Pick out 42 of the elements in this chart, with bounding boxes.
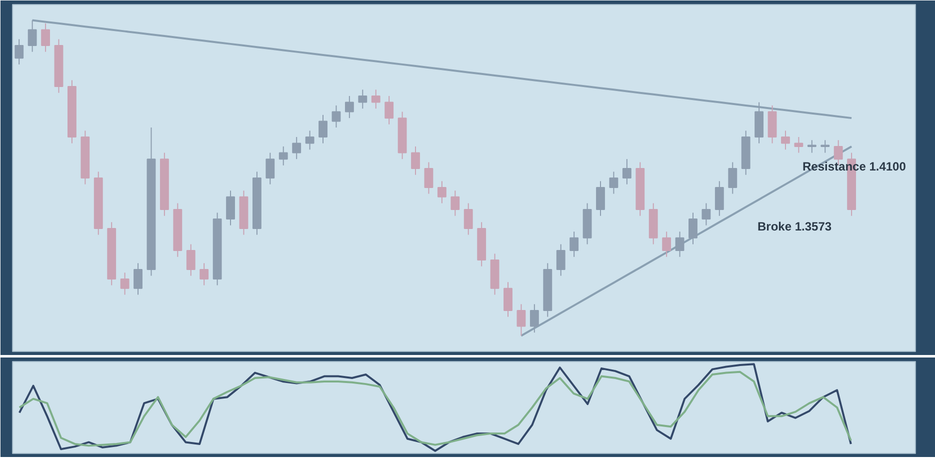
candlestick <box>437 180 446 204</box>
candlestick <box>781 130 790 150</box>
candlestick <box>702 202 711 226</box>
candlestick <box>714 180 724 216</box>
candlestick <box>344 95 354 119</box>
candlestick <box>622 158 632 185</box>
candlestick <box>358 89 368 110</box>
candlestick <box>450 190 460 216</box>
candlestick <box>318 114 328 144</box>
candlestick <box>688 212 698 245</box>
candlestick <box>807 140 816 154</box>
candlestick <box>464 202 473 236</box>
candlestick <box>278 146 288 166</box>
candlestick <box>609 171 618 194</box>
candlestick <box>424 162 434 194</box>
candlestick <box>675 231 684 258</box>
candlestick <box>332 104 341 128</box>
candlestick <box>226 190 235 226</box>
candlestick <box>371 89 380 110</box>
candlestick <box>120 272 130 296</box>
annotation: Broke 1.3573 <box>758 220 832 234</box>
candlestick <box>186 244 196 276</box>
candlestick <box>504 282 512 318</box>
candlestick <box>14 38 24 65</box>
candlestick <box>384 95 394 125</box>
candlestick <box>516 304 526 336</box>
candlestick <box>292 136 302 160</box>
candlestick <box>570 231 579 258</box>
candlestick <box>134 262 142 296</box>
candlestick <box>305 130 314 150</box>
candlestick <box>820 140 830 154</box>
candlestick <box>662 231 672 258</box>
candlestick <box>266 152 275 185</box>
annotation: Resistance 1.4100 <box>802 160 906 174</box>
candlestick <box>200 262 209 286</box>
candlestick <box>556 244 566 276</box>
candlestick <box>728 162 738 194</box>
candlestick <box>41 22 50 52</box>
candlestick <box>794 136 804 154</box>
candlestick <box>411 146 420 176</box>
candlestick <box>596 180 605 216</box>
candlestick <box>530 304 539 334</box>
